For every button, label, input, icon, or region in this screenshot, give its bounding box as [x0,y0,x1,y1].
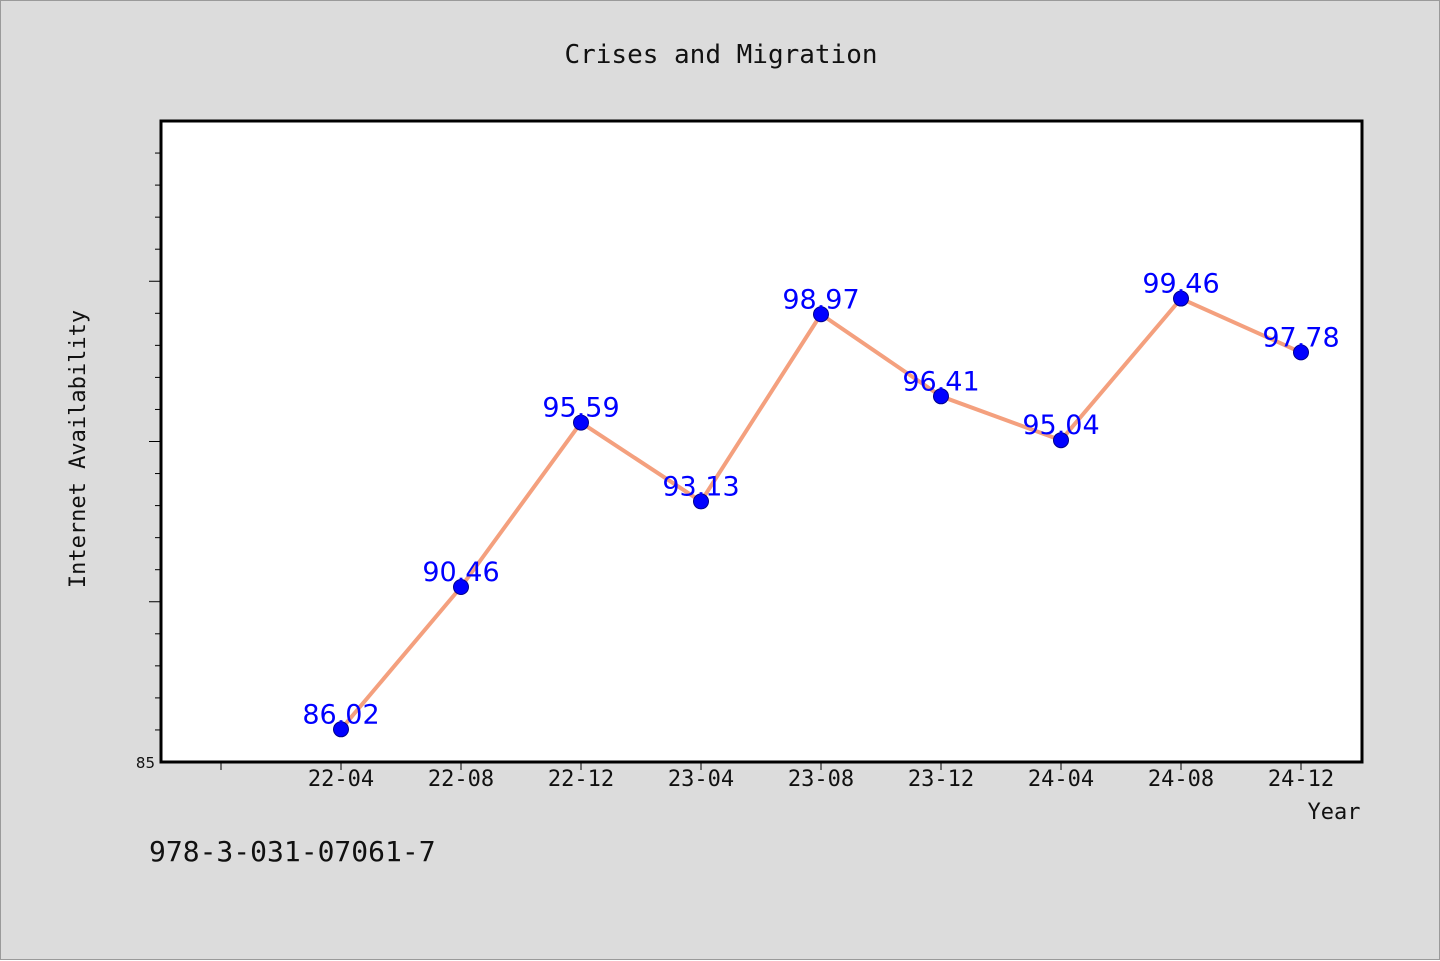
data-label: 86.02 [302,699,379,730]
x-axis-label: Year [1308,800,1361,825]
data-point [573,414,589,431]
data-point [453,579,469,596]
data-point [333,721,349,738]
data-point [1293,344,1309,361]
x-tick-label: 23-12 [908,767,974,792]
x-tick-label: 23-08 [788,767,854,792]
data-label: 99.46 [1142,269,1219,300]
data-point [1173,290,1189,307]
x-tick-label: 22-12 [548,767,614,792]
x-tick-label: 24-04 [1028,767,1094,792]
data-point [933,388,949,405]
data-point [693,493,709,510]
x-axis-ticks: 22-04 22-08 22-12 23-04 23-08 23-12 24-04 24-08… [220,762,1334,792]
footer-code: 978-3-031-07061-7 [149,835,436,868]
data-label: 95.59 [542,393,619,424]
data-label: 93.13 [662,471,739,502]
x-tick-label: 23-04 [668,767,734,792]
data-label: 96.41 [902,366,979,397]
data-label: 98.97 [782,284,859,315]
x-tick-label: 22-04 [308,767,374,792]
y-axis-label: Internet Availability [66,310,91,588]
data-label: 95.04 [1022,410,1099,441]
data-point [1053,432,1069,449]
series-line: 86.02 90.46 95.59 93.13 98.97 96.41 95.04 99.46… [302,269,1340,738]
y-tick-label: 85 [136,754,155,772]
plot-area [159,119,1364,764]
x-tick-label: 22-08 [428,767,494,792]
x-tick-label: 24-08 [1148,767,1214,792]
x-tick-label: 24-12 [1268,767,1334,792]
chart-title: Crises and Migration [564,40,877,70]
y-axis-ticks: 85 [136,152,161,772]
data-label: 97.78 [1262,322,1339,353]
data-label: 90.46 [422,557,499,588]
data-point [813,306,829,323]
